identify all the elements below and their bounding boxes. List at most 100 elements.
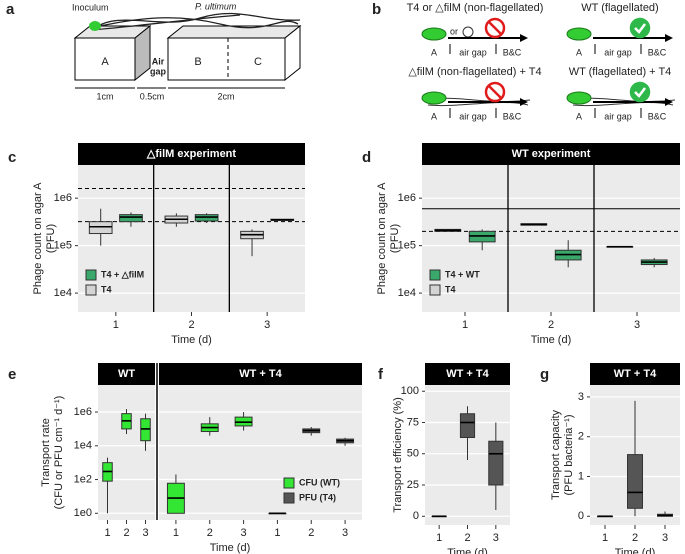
box (459, 413, 476, 438)
axis-label: air gap (459, 111, 487, 121)
slash (488, 85, 502, 99)
y-tick-label: 1e6 (74, 406, 92, 418)
x-tick-label: 2 (123, 527, 129, 539)
y-tick-label: 1e6 (54, 192, 72, 204)
x-axis-label: Time (d) (210, 542, 251, 554)
y-axis-label: (PFU bacteria⁻¹) (563, 415, 575, 496)
check-icon (629, 81, 651, 103)
y-axis-label: Transport capacity (550, 409, 562, 500)
arrow-head (665, 34, 673, 42)
x-tick-label: 1 (113, 319, 119, 331)
facet-strip (425, 363, 510, 385)
x-tick-label: 1 (462, 319, 468, 331)
check-icon (629, 17, 651, 39)
y-axis-label: Transport efficiency (%) (392, 397, 404, 513)
y-tick-label: 3 (578, 391, 584, 403)
facet-strip (78, 143, 305, 165)
y-tick-label: 1e4 (74, 440, 92, 452)
x-axis-label: Time (d) (531, 334, 572, 346)
x-tick-label: 2 (632, 532, 638, 544)
axis-label: A (431, 47, 437, 57)
box (627, 454, 643, 509)
panel-letter: b (372, 1, 381, 18)
axis-label: A (576, 111, 582, 121)
x-tick-label: 2 (464, 532, 470, 544)
y-axis-label: Phage count on agar A (32, 182, 44, 295)
axis-label: air gap (604, 47, 632, 57)
x-tick-label: 2 (548, 319, 554, 331)
label: 1cm (96, 91, 113, 101)
arrow-head (520, 34, 528, 42)
y-axis-label: Phage count on agar A (376, 182, 388, 295)
x-tick-label: 3 (662, 532, 668, 544)
label: Air (152, 56, 165, 66)
y-tick-label: 1e2 (74, 473, 92, 485)
label: P. ultimum (195, 1, 237, 11)
y-axis-label: (PFU) (389, 224, 401, 253)
y-tick-label: 0 (578, 510, 584, 522)
axis-label: A (431, 111, 437, 121)
y-tick-label: 1e5 (54, 240, 72, 252)
mycelium (91, 12, 301, 31)
bacteria (566, 91, 592, 105)
condition-title: WT (flagellated) (581, 2, 658, 14)
legend-swatch (283, 492, 295, 504)
x-tick-label: 1 (104, 527, 110, 539)
box (88, 221, 113, 235)
x-tick-label: 1 (602, 532, 608, 544)
panel-letter: a (6, 1, 15, 18)
axis-label: air gap (459, 47, 487, 57)
y-tick-label: 1e5 (398, 240, 416, 252)
inoculum (89, 21, 101, 31)
box-side (284, 24, 301, 82)
label: A (101, 56, 109, 68)
x-tick-label: 3 (493, 532, 499, 544)
label: 2cm (217, 91, 234, 101)
facet-strip (422, 143, 680, 165)
axis-label: B&C (503, 47, 522, 57)
label: Inoculum (72, 2, 109, 12)
arrow-head (665, 98, 673, 106)
x-tick-label: 1 (173, 527, 179, 539)
label: B (194, 56, 201, 68)
facet-title: △filM experiment (146, 148, 236, 160)
legend-label: PFU (T4) (299, 492, 336, 502)
panel-letter: e (8, 366, 16, 383)
y-tick-label: 100 (401, 385, 419, 397)
x-tick-label: 3 (634, 319, 640, 331)
plot-background (159, 385, 362, 520)
box-bc (167, 37, 286, 81)
schematic-b: b T4 or △filM (non-flagellated) or A air ga… (372, 1, 676, 121)
y-tick-label: 1e6 (398, 192, 416, 204)
facet-strip (590, 363, 680, 385)
check (634, 87, 646, 98)
axis-label: B&C (648, 111, 667, 121)
arrow-head (520, 98, 528, 106)
x-tick-label: 3 (342, 527, 348, 539)
x-tick-label: 3 (264, 319, 270, 331)
box (488, 440, 504, 486)
legend-swatch (429, 269, 441, 281)
panel-letter: f (378, 366, 384, 383)
legend-swatch (283, 477, 295, 489)
check (634, 23, 646, 34)
y-tick-label: 1e0 (74, 507, 92, 519)
y-tick-label: 0 (413, 510, 419, 522)
facet-title: WT + T4 (446, 368, 489, 380)
legend-label: T4 (445, 284, 456, 294)
facet-title: WT (118, 368, 135, 380)
box (140, 418, 151, 442)
bacteria (421, 91, 447, 105)
y-axis-label: Transport rate (40, 418, 52, 487)
facet-title: WT + T4 (614, 368, 657, 380)
plot-background (422, 165, 680, 312)
y-tick-label: 75 (407, 416, 419, 428)
phage (462, 26, 474, 38)
box (119, 214, 143, 223)
y-tick-label: 1e4 (54, 287, 72, 299)
axis-label: A (576, 47, 582, 57)
condition-title: △filM (non-flagellated) + T4 (408, 66, 541, 78)
slash (488, 21, 502, 35)
x-tick-label: 2 (308, 527, 314, 539)
plot-background (78, 165, 305, 312)
